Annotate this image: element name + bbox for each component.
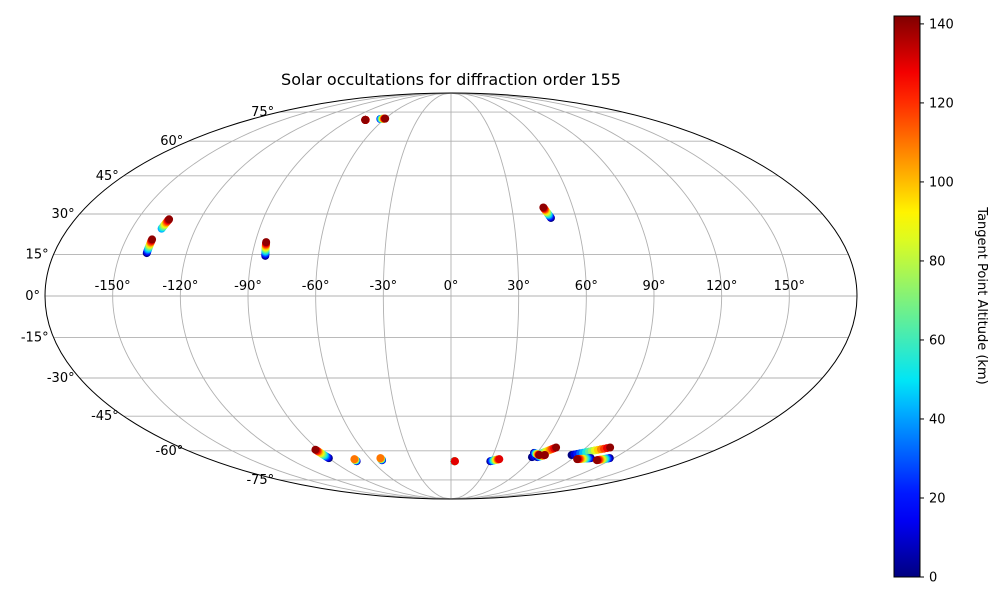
colorbar-gradient [893, 15, 921, 578]
longitude-tick-label: -30° [369, 279, 397, 294]
occultation-point [350, 455, 359, 464]
map-area: -150° -120° -90° -60° -30° 0° 30° 60° 90° 120° 150… [21, 92, 858, 500]
colorbar-tick-label: 100 [929, 175, 954, 190]
occultation-point [540, 451, 549, 460]
occultation-point [450, 457, 459, 466]
occultation-point [539, 203, 548, 212]
occultation-point [592, 456, 601, 465]
colorbar-tick-label: 140 [929, 17, 954, 32]
latitude-tick-label: -30° [47, 371, 75, 386]
longitude-tick-label: 150° [774, 279, 805, 294]
colorbar-label: Tangent Point Altitude (km) [974, 206, 989, 384]
longitude-tick-label: -150° [95, 279, 131, 294]
occultation-point [495, 455, 504, 464]
latitude-tick-label: -75° [246, 473, 274, 488]
occultation-point [573, 455, 582, 464]
occultation-point [311, 445, 320, 454]
colorbar: 0 20 40 60 80 100 120 140 Tangent Point Altitud… [893, 15, 989, 586]
colorbar-tick-label: 0 [929, 571, 937, 586]
colorbar-tick-label: 20 [929, 491, 946, 506]
occultation-point [165, 215, 174, 224]
occultation-point [606, 443, 615, 452]
longitude-tick-label: 120° [706, 279, 737, 294]
latitude-tick-label: 0° [25, 289, 40, 304]
latitude-tick-label: -60° [156, 444, 184, 459]
latitude-tick-labels: 75° 60° 45° 30° 15° 0° -15° -30° -45° -60° -75° [21, 105, 274, 488]
longitude-tick-label: 90° [642, 279, 665, 294]
chart-title: Solar occultations for diffraction order… [281, 70, 621, 89]
occultation-point [381, 114, 390, 123]
longitude-tick-label: -90° [234, 279, 262, 294]
longitude-tick-labels: -150° -120° -90° -60° -30° 0° 30° 60° 90° 120° 150… [95, 279, 805, 294]
latitude-tick-label: -45° [91, 409, 119, 424]
longitude-tick-label: 60° [575, 279, 598, 294]
colorbar-tick-label: 80 [929, 254, 946, 269]
colorbar-tick-label: 40 [929, 412, 946, 427]
occultation-point [552, 443, 561, 452]
latitude-tick-label: -15° [21, 331, 49, 346]
colorbar-ticks: 0 20 40 60 80 100 120 140 [920, 17, 954, 586]
occultation-point [262, 238, 271, 247]
map-boundary [44, 92, 858, 500]
latitude-tick-label: 60° [160, 134, 183, 149]
latitude-tick-label: 45° [96, 169, 119, 184]
longitude-tick-label: -60° [302, 279, 330, 294]
occultation-point [376, 454, 385, 463]
occultation-point [148, 235, 157, 244]
occultation-point [361, 115, 370, 124]
colorbar-tick-label: 60 [929, 333, 946, 348]
grid [45, 93, 857, 499]
scatter-points [142, 114, 615, 466]
latitude-tick-label: 75° [251, 105, 274, 120]
occultation-point [535, 451, 544, 460]
colorbar-tick-label: 120 [929, 96, 954, 111]
latitude-tick-label: 30° [52, 207, 75, 222]
latitude-tick-label: 15° [26, 247, 49, 262]
longitude-tick-label: -120° [162, 279, 198, 294]
longitude-tick-label: 30° [507, 279, 530, 294]
longitude-tick-label: 0° [444, 279, 459, 294]
